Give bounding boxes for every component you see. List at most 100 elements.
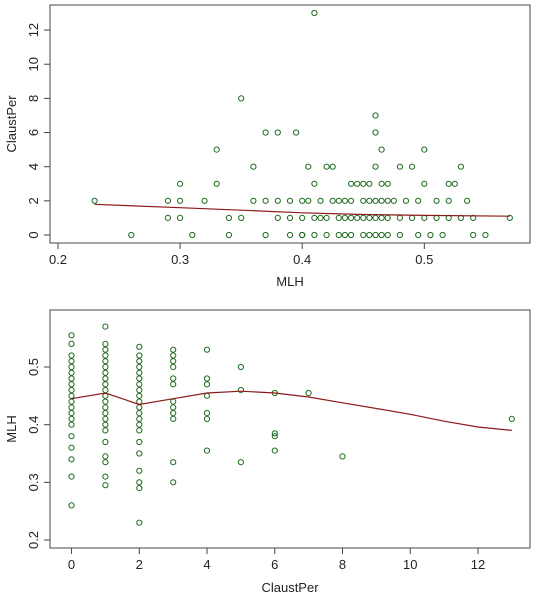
data-point [317, 214, 324, 221]
data-point [102, 387, 109, 394]
data-point [102, 427, 109, 434]
y-tick-label: 0.4 [26, 416, 41, 434]
plot-area-bottom [49, 309, 531, 549]
data-point [262, 129, 269, 136]
data-point [384, 197, 391, 204]
data-point [396, 214, 403, 221]
data-point [311, 214, 318, 221]
data-point [311, 9, 318, 17]
data-point [203, 346, 211, 353]
data-point [409, 214, 416, 221]
data-point [439, 231, 446, 239]
data-point [445, 180, 452, 187]
data-point [136, 427, 143, 434]
data-point [299, 214, 306, 221]
data-point [68, 375, 75, 382]
data-point [68, 381, 75, 388]
data-point [271, 447, 278, 454]
data-point [323, 231, 330, 239]
data-point [311, 180, 318, 187]
data-point [68, 363, 75, 371]
data-point [102, 375, 109, 382]
data-point [68, 332, 75, 339]
y-tick-label: 2 [26, 197, 41, 204]
data-point [384, 214, 391, 221]
data-point [170, 398, 177, 405]
data-point [341, 214, 348, 221]
data-point [378, 231, 385, 239]
data-point [415, 197, 422, 204]
data-point [305, 389, 312, 397]
data-point [378, 214, 385, 221]
data-point [170, 358, 177, 365]
data-point [213, 146, 220, 153]
data-point [213, 180, 220, 187]
data-point [508, 415, 515, 422]
x-axis-label-bottom: ClaustPer [261, 580, 319, 595]
data-point [136, 421, 143, 428]
data-point [136, 387, 143, 394]
data-point [237, 387, 244, 394]
data-point [286, 214, 294, 221]
data-point [136, 415, 143, 422]
data-point [170, 363, 177, 371]
data-point [378, 180, 385, 187]
data-point [128, 231, 135, 239]
data-point [102, 410, 109, 417]
y-tick-label: 0.3 [26, 473, 41, 491]
data-point [451, 180, 458, 187]
y-axis-label-top: ClaustPer [4, 95, 19, 153]
x-tick-label: 0.5 [415, 252, 433, 267]
data-point [378, 197, 385, 204]
data-point [91, 197, 98, 204]
y-axis-top: 0 2 4 6 8 10 12 [26, 23, 51, 239]
data-point [170, 346, 177, 353]
data-point [68, 352, 75, 359]
y-tick-label: 12 [26, 23, 41, 37]
data-point [68, 340, 75, 347]
data-point [335, 214, 342, 221]
data-point [339, 453, 346, 460]
data-point [372, 112, 379, 119]
data-point [262, 231, 269, 239]
data-point [136, 369, 143, 376]
data-point [293, 129, 300, 136]
data-point [366, 214, 373, 221]
data-point [323, 214, 330, 221]
data-point [402, 197, 410, 204]
data-point [102, 358, 109, 365]
data-point [170, 375, 177, 382]
data-point [238, 214, 245, 221]
data-point [136, 519, 143, 526]
data-point [102, 421, 109, 428]
data-point [506, 214, 513, 221]
data-point [250, 197, 257, 204]
data-point [203, 375, 211, 382]
data-point [366, 180, 373, 187]
data-point [170, 410, 177, 417]
data-point [177, 214, 184, 221]
data-point [262, 197, 269, 204]
x-tick-label: 2 [136, 557, 143, 572]
data-point [409, 163, 416, 170]
data-point [170, 381, 177, 388]
data-point [136, 450, 143, 457]
data-point [274, 197, 281, 204]
data-point [102, 340, 109, 347]
data-point [366, 231, 373, 239]
y-tick-label: 0.2 [26, 531, 41, 549]
data-point [102, 346, 109, 353]
data-point [470, 231, 477, 239]
data-point [396, 163, 403, 170]
x-axis-top: 0.2 0.3 0.4 0.5 [49, 242, 433, 267]
data-point [136, 438, 143, 446]
data-point [396, 231, 403, 239]
data-point [102, 415, 109, 422]
data-point [102, 438, 109, 446]
data-point [305, 197, 312, 204]
data-point [482, 231, 489, 239]
data-point [372, 231, 379, 239]
data-point [421, 180, 428, 187]
data-point [274, 129, 281, 136]
data-point [341, 231, 348, 239]
